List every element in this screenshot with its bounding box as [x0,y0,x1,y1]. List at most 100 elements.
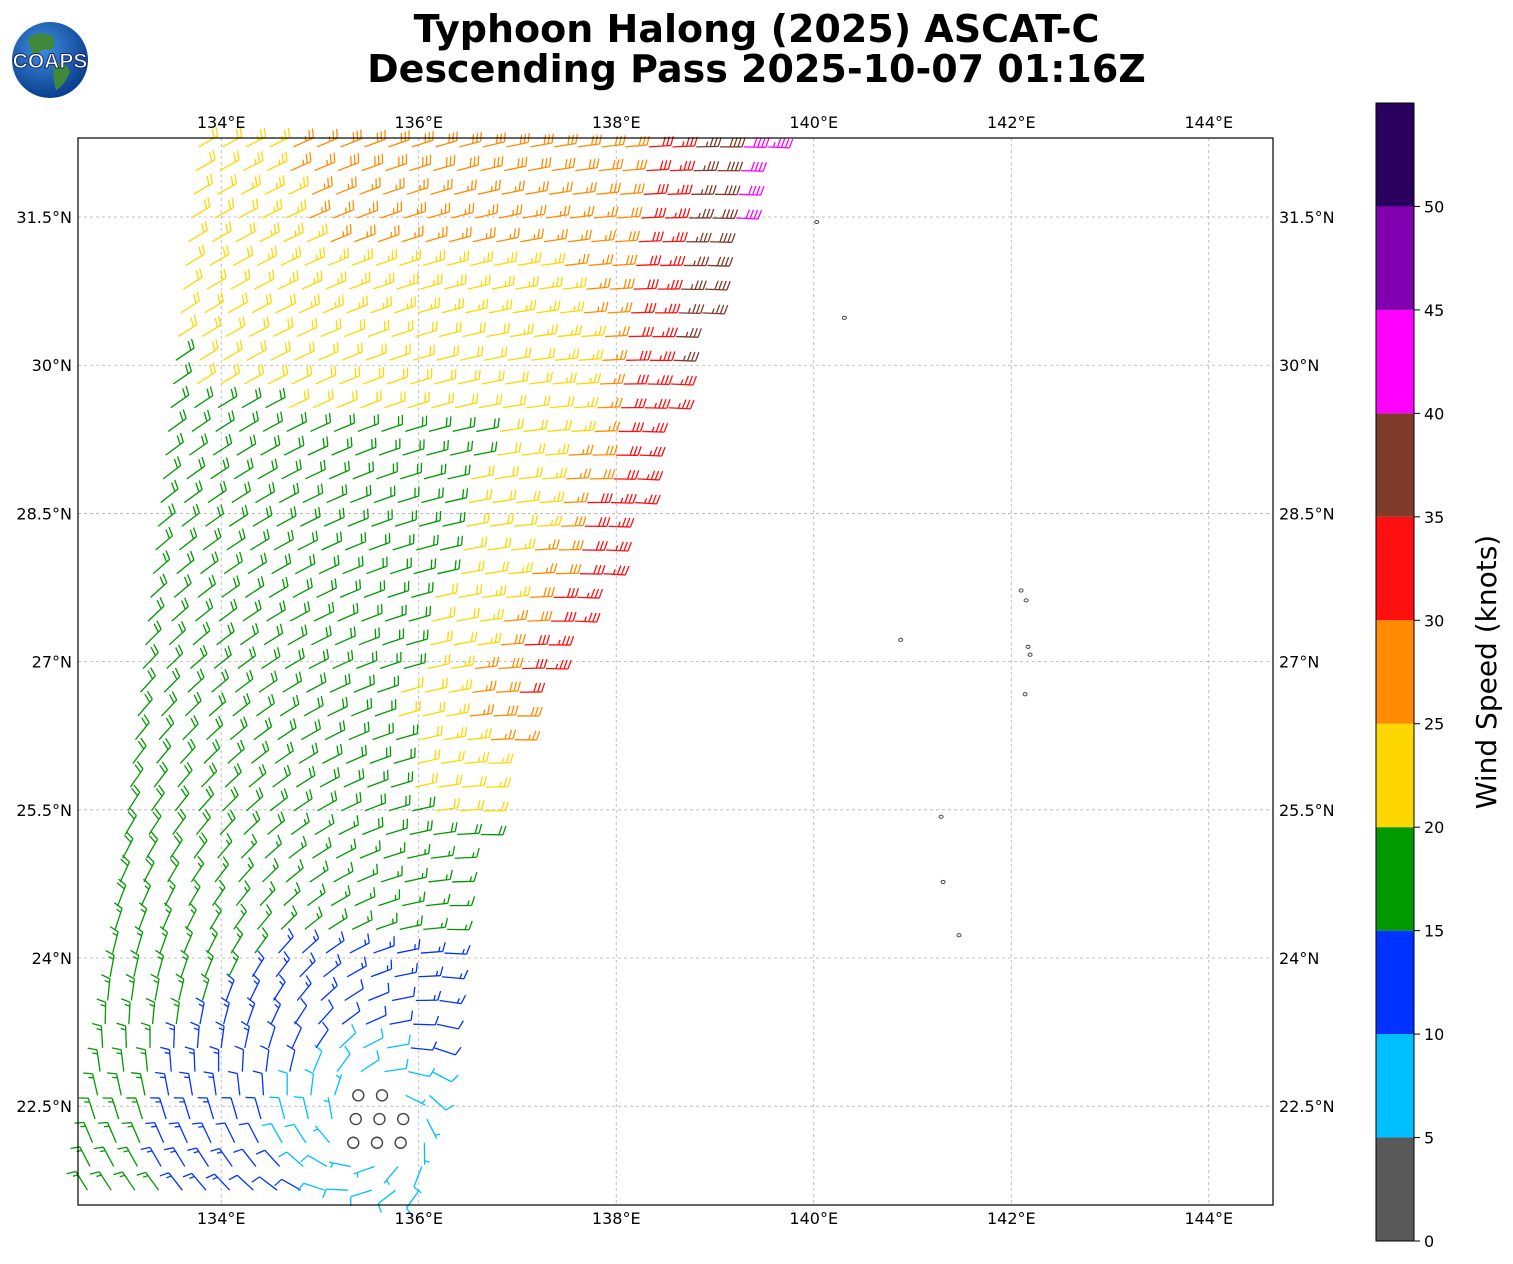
wind-barb [621,398,647,409]
wind-barb [652,327,679,338]
wind-barb [502,394,527,409]
colorbar-frame [1375,102,1415,1242]
wind-barb [290,152,312,172]
wind-barb [401,676,424,693]
wind-barb [233,1148,257,1167]
wind-barb [511,538,536,551]
wind-barb [330,223,352,243]
wind-barb [438,321,462,338]
wind-barb [300,1154,328,1168]
wind-barb [180,291,201,314]
wind-barb [454,179,477,195]
wind-barb [322,743,343,764]
wind-barb [273,974,286,1001]
wind-barb [686,232,712,243]
wind-barb [169,831,183,859]
colorbar-label: Wind Speed (knots) [1470,535,1503,809]
wind-barb [150,573,168,598]
wind-barb [331,437,353,456]
wind-barb [459,131,482,148]
wind-barb [215,1122,236,1144]
wind-barb [404,201,427,219]
wind-barb [390,771,414,788]
island-6 [1027,652,1033,657]
wind-barb [279,694,300,717]
wind-barb [217,386,238,409]
wind-barb [570,205,595,219]
bottom-lon-tick-1: 136°E [394,1209,443,1228]
wind-barb [391,986,416,1002]
wind-barb [354,887,376,907]
wind-barb [337,153,360,172]
wind-barb [185,902,197,930]
wind-barb [528,371,554,385]
colorbar-bin-1 [1376,1034,1414,1138]
wind-barb [222,786,239,812]
wind-barb [113,1171,136,1191]
wind-barb [306,672,327,693]
wind-barb [311,176,333,195]
wind-barb [286,412,308,433]
wind-barb [452,417,476,433]
wind-barb [623,374,650,385]
wind-barb [373,485,396,504]
wind-barb [187,1147,210,1167]
wind-barb [134,714,150,741]
wind-barb [499,418,524,433]
wind-barb [240,833,258,859]
wind-barb [608,517,635,528]
wind-barb [251,1176,278,1191]
wind-barb-calm [347,1136,360,1149]
wind-barb [135,1047,149,1072]
wind-barb [129,761,144,788]
wind-barb [357,414,380,433]
wind-barb [216,622,235,646]
wind-barb [160,1046,172,1072]
wind-barb [178,527,198,551]
wind-barb [382,177,405,195]
wind-barb [350,484,372,504]
wind-barb [254,269,275,290]
wind-barb [508,562,534,575]
wind-barb [183,926,193,954]
bottom-lon-tick-2: 138°E [592,1209,641,1228]
wind-barb [195,997,205,1025]
wind-barb [278,1151,304,1167]
wind-barb [323,1097,333,1120]
wind-barb [401,225,424,243]
wind-barb [260,435,281,456]
wind-barb [530,133,555,148]
wind-barb [322,294,344,314]
wind-barb [548,181,574,195]
title-line-1: Typhoon Halong (2025) ASCAT-C [413,7,1100,51]
wind-barb [206,715,224,741]
wind-barb [299,294,321,314]
wind-barb [467,274,491,290]
wind-barb [565,253,590,267]
wind-barb [239,622,260,646]
wind-barb [549,396,575,409]
wind-barb [444,945,471,955]
wind-barb [616,446,642,456]
wind-barb [168,621,187,646]
wind-barb [187,668,205,693]
wind-barb [572,182,598,195]
wind-barb [308,648,330,670]
wind-barb [432,606,456,622]
wind-barb [588,254,614,267]
wind-barb [351,248,374,267]
top-lon-tick-1: 136°E [394,113,443,132]
wind-barb [638,231,664,243]
wind-barb [612,254,638,267]
wind-barb [204,949,214,978]
wind-barb [200,551,219,575]
wind-barb [139,667,156,693]
island-2 [898,637,904,642]
wind-barb [507,347,532,361]
wind-barb [536,300,561,314]
wind-barb [521,443,546,456]
wind-barb [491,275,515,290]
wind-barb [174,785,190,812]
wind-barb [224,763,242,788]
wind-barb [201,762,218,788]
